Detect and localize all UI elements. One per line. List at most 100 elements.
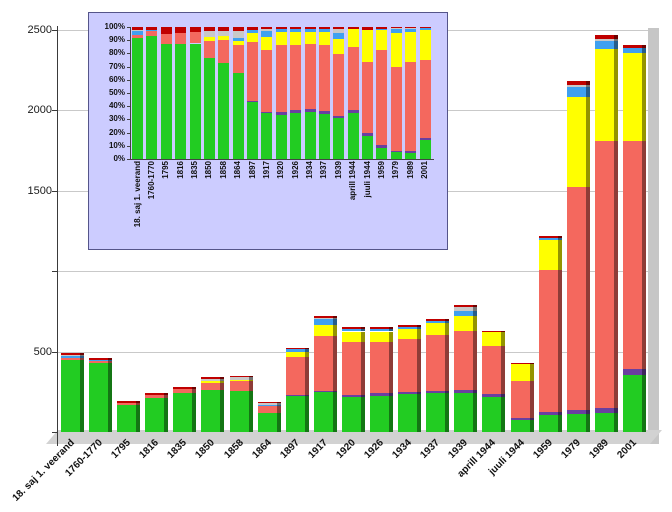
inset-x-label: juuli 1944 bbox=[362, 161, 372, 198]
bar-segment-blue bbox=[594, 41, 618, 50]
inset-x-label: 1939 bbox=[333, 161, 343, 179]
inset-bar-segment-blue bbox=[318, 28, 330, 32]
bar-segment-salmon-red bbox=[398, 338, 422, 392]
inset-y-tick bbox=[127, 106, 131, 108]
inset-bar-segment-yellow bbox=[203, 36, 215, 41]
chart-floor-3d bbox=[46, 430, 662, 444]
inset-bar-segment-green bbox=[405, 152, 417, 159]
inset-bar-segment-gray bbox=[390, 28, 402, 30]
y-axis-label: 1500 bbox=[27, 184, 52, 197]
bar-segment-yellow bbox=[285, 351, 309, 358]
bar-segment-blue bbox=[89, 359, 113, 361]
bar-segment-blue bbox=[341, 329, 365, 332]
y-axis-line bbox=[57, 26, 58, 446]
bar-segment-green bbox=[285, 395, 309, 432]
bar-segment-gray bbox=[201, 378, 225, 382]
bar-segment-purple bbox=[313, 390, 337, 392]
bar-segment-salmon-red bbox=[173, 388, 197, 393]
inset-bar-segment-blue bbox=[419, 27, 431, 30]
inset-bar-segment-blue bbox=[376, 28, 388, 30]
inset-bar-segment-salmon-red bbox=[318, 44, 330, 111]
inset-bar-segment-blue bbox=[146, 29, 158, 32]
inset-bar-segment-green bbox=[376, 147, 388, 159]
inset-box: 100% 90% 80% 70% 60% 50% 40% 30% 20% 10% 0% 18. saj… bbox=[88, 12, 448, 250]
inset-bar-segment-green bbox=[160, 44, 172, 159]
inset-bar-segment-dark-red bbox=[203, 27, 215, 31]
inset-y-label: 20% bbox=[108, 127, 125, 137]
bar-segment-purple bbox=[454, 390, 478, 393]
bar-segment-dark-red bbox=[482, 330, 506, 333]
inset-bar-segment-green bbox=[419, 139, 431, 159]
inset-bar-segment-purple bbox=[247, 101, 259, 103]
inset-y-tick bbox=[127, 27, 131, 28]
inset-bar-segment-salmon-red bbox=[405, 62, 417, 151]
bar-segment-green bbox=[566, 414, 590, 432]
inset-bar-segment-blue bbox=[247, 29, 259, 34]
inset-bar-segment-green bbox=[390, 152, 402, 159]
inset-bar-segment-purple bbox=[362, 132, 374, 136]
bar-segment-dark-red bbox=[370, 327, 394, 330]
inset-bar-segment-blue bbox=[405, 29, 417, 32]
bar-segment-green bbox=[482, 396, 506, 432]
inset-y-tick bbox=[127, 145, 131, 147]
inset-bar-segment-yellow bbox=[419, 29, 431, 60]
bar-segment-yellow bbox=[201, 381, 225, 383]
bar-segment-green bbox=[61, 359, 84, 432]
bar-segment-gray bbox=[594, 38, 618, 42]
bar-segment-yellow bbox=[341, 331, 365, 342]
bar-segment-salmon-red bbox=[229, 381, 253, 391]
y-axis-tick bbox=[52, 190, 58, 192]
inset-bar-segment-blue bbox=[390, 29, 402, 33]
inset-bar-segment-green bbox=[218, 62, 230, 159]
bar-segment-salmon-red bbox=[566, 186, 590, 411]
bar-segment-yellow bbox=[426, 323, 450, 335]
bar-segment-yellow bbox=[454, 316, 478, 331]
inset-bar-segment-green bbox=[347, 112, 359, 159]
bar-segment-salmon-red bbox=[370, 341, 394, 394]
bar-segment-blue bbox=[370, 329, 394, 332]
inset-bar-segment-gray bbox=[232, 30, 244, 38]
inset-y-label: 30% bbox=[108, 114, 125, 124]
bar-segment-blue bbox=[285, 349, 309, 352]
bar-segment-blue bbox=[566, 87, 590, 97]
inset-bar-segment-salmon-red bbox=[132, 35, 143, 38]
bar-segment-dark-red bbox=[566, 81, 590, 85]
inset-bar-segment-dark-red bbox=[247, 27, 259, 30]
inset-y-tick bbox=[127, 40, 131, 42]
inset-y-label: 80% bbox=[108, 48, 125, 58]
bar-segment-dark-red bbox=[229, 375, 253, 378]
bar-segment-purple bbox=[426, 390, 450, 394]
bar-segment-green bbox=[313, 391, 337, 432]
y-axis-label: 2000 bbox=[27, 104, 52, 117]
inset-bar-segment-purple bbox=[290, 110, 302, 114]
inset-y-label: 40% bbox=[108, 101, 125, 111]
inset-x-label: 1926 bbox=[290, 161, 300, 179]
bar-segment-gray bbox=[229, 377, 253, 380]
inset-x-label: aprill 1944 bbox=[348, 161, 358, 201]
bar-segment-dark-red bbox=[89, 358, 113, 360]
inset-bar-segment-gray bbox=[132, 29, 143, 32]
inset-x-label: 1937 bbox=[319, 161, 329, 179]
bar-segment-green bbox=[510, 419, 534, 432]
bar-segment-green bbox=[117, 405, 141, 432]
inset-bar-segment-dark-red bbox=[390, 27, 402, 29]
inset-bar-segment-dark-red bbox=[146, 27, 158, 30]
inset-bar-segment-green bbox=[304, 112, 316, 159]
inset-y-tick bbox=[127, 159, 131, 160]
inset-bar-segment-green bbox=[247, 102, 259, 159]
inset-y-label: 70% bbox=[108, 61, 125, 71]
y-axis-label: 2500 bbox=[27, 24, 52, 36]
bar-segment-purple bbox=[510, 418, 534, 420]
inset-y-tick bbox=[127, 132, 131, 134]
bar-segment-dark-red bbox=[398, 325, 422, 327]
inset-bar-segment-dark-red bbox=[347, 27, 359, 30]
inset-x-label: 1795 bbox=[161, 161, 171, 179]
inset-x-axis-line bbox=[130, 159, 434, 160]
inset-bar-segment-green bbox=[203, 58, 215, 159]
bar-segment-gray bbox=[454, 306, 478, 311]
bar-segment-gray bbox=[566, 84, 590, 88]
inset-bar-segment-salmon-red bbox=[376, 50, 388, 146]
bar-segment-dark-red bbox=[538, 235, 562, 239]
bar-segment-dark-red bbox=[285, 347, 309, 350]
